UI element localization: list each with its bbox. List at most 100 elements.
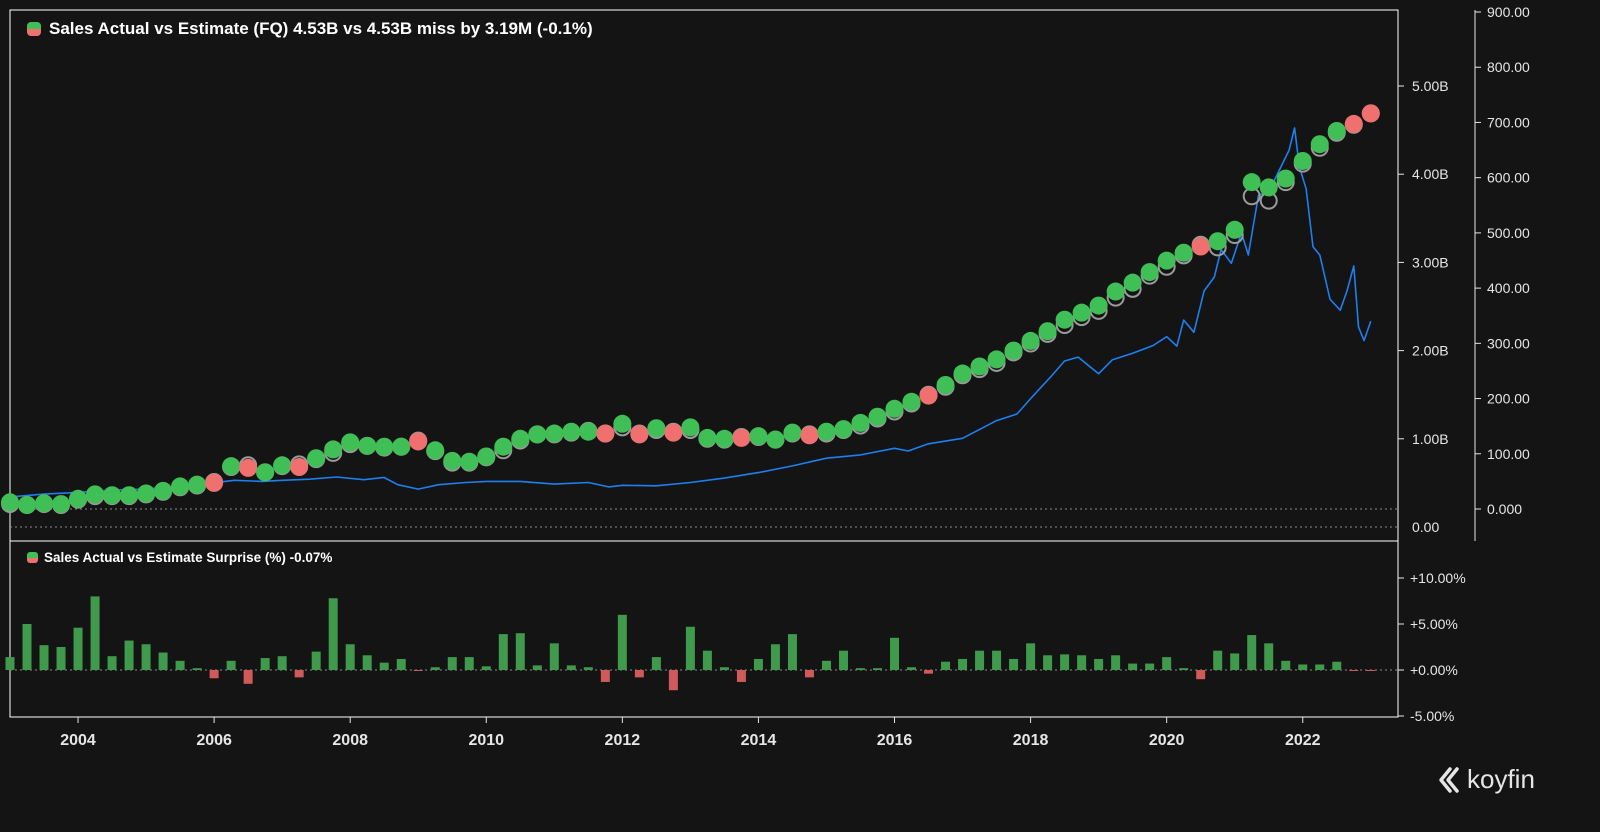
actual-point: [1242, 173, 1261, 192]
actual-point: [35, 494, 54, 513]
actual-point: [358, 436, 377, 455]
actual-point: [1174, 243, 1193, 262]
surprise-bar: [311, 651, 321, 670]
actual-point: [1276, 169, 1295, 188]
actual-point: [953, 364, 972, 383]
x-axis-tick-label: 2010: [468, 732, 504, 749]
surprise-bar: [1162, 657, 1172, 670]
actual-point: [1327, 121, 1346, 140]
surprise-bar: [1281, 660, 1291, 670]
surprise-axis-tick-label: -5.00%: [1410, 708, 1454, 724]
actual-point: [1106, 282, 1125, 301]
x-axis-tick-label: 2020: [1149, 732, 1185, 749]
actual-point: [256, 463, 275, 482]
price-axis-tick-label: 200.00: [1487, 391, 1530, 407]
actual-point: [1259, 178, 1278, 197]
actual-point: [1004, 341, 1023, 360]
surprise-bar: [1060, 654, 1070, 670]
actual-point: [987, 350, 1006, 369]
actual-point: [647, 419, 666, 438]
surprise-bar: [1315, 664, 1325, 670]
surprise-bar: [975, 650, 985, 670]
surprise-bar: [90, 596, 100, 670]
surprise-bar: [1264, 643, 1274, 670]
actual-point: [885, 399, 904, 418]
surprise-bar: [73, 627, 83, 670]
surprise-legend-icon: [27, 552, 38, 563]
sales-axis-tick-label: 5.00B: [1412, 78, 1449, 94]
actual-point: [511, 429, 530, 448]
actual-point: [443, 451, 462, 470]
actual-point: [222, 457, 241, 476]
actual-point: [681, 418, 700, 437]
surprise-bar: [5, 657, 15, 670]
surprise-bar: [56, 647, 66, 670]
actual-point: [1021, 331, 1040, 350]
actual-point: [970, 357, 989, 376]
surprise-bar: [736, 670, 746, 682]
actual-point: [562, 422, 581, 441]
surprise-panel-border: [9, 540, 1399, 718]
price-axis-tick-label: 300.00: [1487, 335, 1530, 351]
price-axis-tick-label: 600.00: [1487, 170, 1530, 186]
actual-point: [426, 441, 445, 460]
surprise-bar: [1026, 643, 1036, 670]
actual-point: [1361, 104, 1380, 123]
actual-point: [324, 440, 343, 459]
actual-point: [103, 486, 122, 505]
surprise-bar: [362, 655, 372, 670]
surprise-bar: [787, 634, 797, 670]
actual-point: [494, 437, 513, 456]
actual-point: [766, 430, 785, 449]
surprise-bar: [328, 598, 338, 670]
actual-point: [698, 428, 717, 447]
sales-panel: [1, 9, 1399, 542]
actual-point: [1293, 151, 1312, 170]
surprise-bar: [209, 670, 219, 679]
actual-point: [460, 452, 479, 471]
surprise-bar: [192, 668, 202, 670]
actual-point: [409, 432, 428, 451]
price-axis-tick-label: 700.00: [1487, 114, 1530, 130]
surprise-bar: [498, 634, 508, 670]
sales-axis-tick-label: 1.00B: [1412, 431, 1449, 447]
surprise-bar: [413, 670, 423, 671]
surprise-bar: [855, 668, 865, 670]
surprise-bar: [1111, 655, 1121, 670]
surprise-legend: Sales Actual vs Estimate Surprise (%) -0…: [27, 550, 332, 565]
surprise-bar: [277, 656, 287, 670]
actual-point: [1310, 135, 1329, 154]
surprise-axis-tick-label: +0.00%: [1410, 662, 1458, 678]
surprise-bar: [651, 657, 661, 670]
actual-point: [715, 429, 734, 448]
price-axis-tick-label: 500.00: [1487, 225, 1530, 241]
surprise-bar: [566, 665, 576, 670]
right-axis: 1.00B 2.00B 3.00B 4.00B 5.00B 0.00 0.000 100.00…: [1398, 4, 1530, 724]
surprise-bar: [464, 657, 474, 670]
surprise-bar: [941, 661, 951, 670]
actual-point: [596, 424, 615, 443]
actual-point: [749, 427, 768, 446]
actual-point: [375, 437, 394, 456]
koyfin-logo-icon: [1439, 766, 1459, 793]
surprise-bar: [481, 666, 491, 670]
surprise-panel: [5, 540, 1399, 718]
surprise-bar: [175, 660, 185, 670]
surprise-bar: [770, 644, 780, 670]
sales-legend: Sales Actual vs Estimate (FQ) 4.53B vs 4…: [27, 19, 593, 39]
actual-point: [868, 407, 887, 426]
surprise-bar: [958, 658, 968, 670]
surprise-bar: [719, 667, 729, 670]
actual-point: [664, 423, 683, 442]
brand-name: koyfin: [1467, 764, 1535, 794]
actual-point: [902, 392, 921, 411]
surprise-bar: [549, 643, 559, 670]
surprise-bar: [600, 670, 610, 682]
actual-point: [18, 495, 37, 514]
actual-point: [188, 475, 207, 494]
surprise-bar: [873, 668, 882, 670]
surprise-bar: [141, 644, 151, 670]
sales-panel-border: [9, 9, 1399, 542]
surprise-axis-tick-label: +5.00%: [1410, 616, 1458, 632]
surprise-bar: [345, 644, 355, 670]
